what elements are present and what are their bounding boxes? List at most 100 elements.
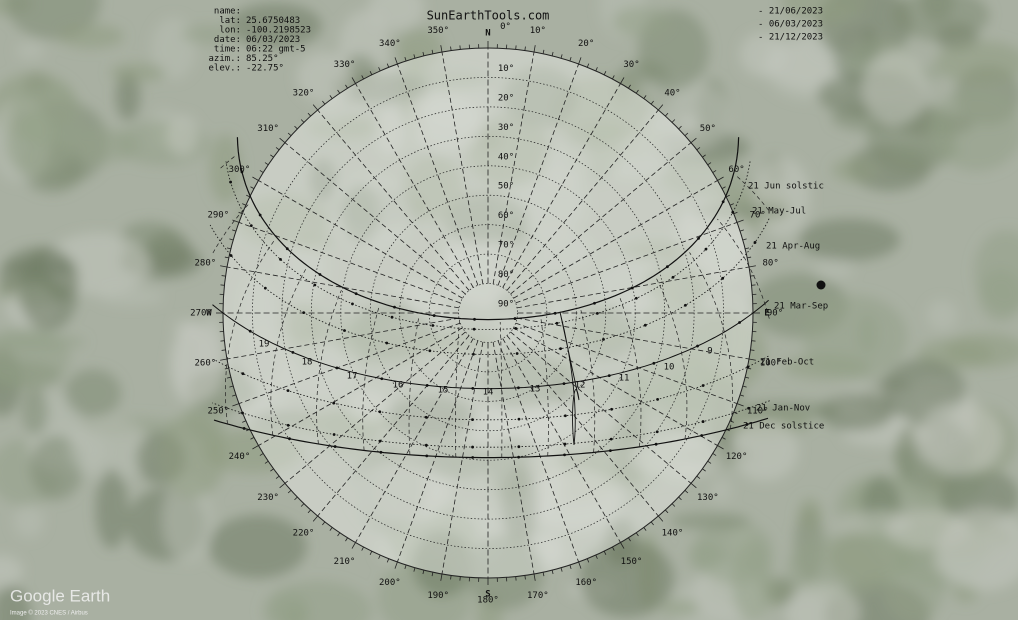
hour-label: 18 [302,358,313,368]
azimuth-label: 350° [427,26,449,36]
hour-dot [259,214,262,217]
hour-dot [343,329,346,332]
azimuth-label: 140° [662,528,684,538]
azimuth-label: 240° [229,452,251,462]
legend-entry: - 21/12/2023 [758,33,823,43]
hour-dot [242,372,245,375]
hour-label: 19 [259,340,270,350]
curve-label: 21 Jan-Nov [756,404,810,414]
hour-dot [610,408,613,411]
elevation-label: 60° [498,211,514,221]
azimuth-label: 320° [293,89,315,99]
compass-north: N [485,29,490,39]
hour-dot [516,352,519,355]
degree-tick [222,276,226,277]
info-key: azim.: [208,54,241,64]
azimuth-label: 200° [379,578,401,588]
hour-dot [656,398,659,401]
hour-dot [672,276,675,279]
sun-position [817,281,826,290]
hour-dot [471,387,474,390]
info-key: lat: [219,16,241,26]
hour-dot [313,284,316,287]
hour-dot [428,349,431,352]
hour-label: 11 [619,374,630,384]
hour-dot [433,314,436,317]
hour-dot [609,449,612,452]
hour-dot [738,321,741,324]
info-key: name: [214,7,241,17]
curve-label: 21 Mar-Sep [774,302,828,312]
terrain-patch [16,42,45,60]
degree-tick [525,575,526,579]
azimuth-label: 290° [207,210,229,220]
hour-dot [351,303,354,306]
info-value: 06/03/2023 [246,35,300,45]
degree-tick [451,47,452,51]
hour-dot [425,444,428,447]
elevation-label: 30° [498,123,514,133]
terrain-patch [4,259,77,275]
elevation-label: 80° [498,270,514,280]
curve-label: 21 Dec solstice [743,422,824,432]
terrain-patch [5,110,70,178]
info-value: 25.6750483 [246,16,300,26]
azimuth-label: 50° [700,124,716,134]
azimuth-label: 20° [578,39,594,49]
compass-west: W [206,309,212,319]
terrain-patch [927,300,958,331]
hour-dot [332,402,335,405]
hour-label: 12 [575,381,586,391]
hour-dot [473,318,476,321]
hour-dot [514,327,517,330]
terrain-patch [917,402,1004,475]
terrain-patch [160,413,226,498]
hour-dot [391,316,394,319]
azimuth-label: 220° [293,528,315,538]
scene: 0°10°20°30°40°50°60°70°80°90°100°110°120… [0,0,1018,620]
terrain-patch [58,24,124,48]
hour-dot [518,418,521,421]
azimuth-label: 280° [195,259,217,269]
hour-label: 13 [530,385,541,395]
terrain-patch [754,158,810,238]
azimuth-label: 210° [334,557,356,567]
azimuth-label: 330° [334,60,356,70]
hour-dot [385,342,388,345]
azimuth-label: 40° [664,89,680,99]
terrain-patch [95,469,128,549]
hour-dot [379,451,382,454]
terrain-patch [661,600,699,617]
terrain-patch [670,513,750,530]
hour-dot [696,345,699,348]
hour-dot [631,287,634,290]
hour-dot [393,306,396,309]
title: SunEarthTools.com [427,9,550,23]
curve-label: 21 Jun solstic [748,182,824,192]
hour-dot [473,328,476,331]
hour-dot [287,424,290,427]
azimuth-label: 0° [500,22,511,32]
compass-east: E [764,309,769,319]
hour-dot [243,427,246,430]
hour-dot [279,258,282,261]
azimuth-label: 10° [530,26,546,36]
hour-dot [563,453,566,456]
azimuth-label: 340° [379,39,401,49]
hour-label: 15 [438,386,449,396]
elevation-label: 50° [498,182,514,192]
hour-dot [514,317,517,320]
hour-label: 10 [664,363,675,373]
hour-dot [379,440,382,443]
degree-tick [525,47,526,51]
elevation-label: 20° [498,93,514,103]
hour-dot [517,445,520,448]
info-key: time: [214,45,241,55]
hour-dot [355,292,358,295]
hour-dot [431,324,434,327]
info-value: 06:22 gmt-5 [246,45,306,55]
curve-label: 21 Feb-Oct [760,358,814,368]
terrain-patch [209,515,307,578]
terrain-patch [862,49,927,125]
hour-dot [249,330,252,333]
